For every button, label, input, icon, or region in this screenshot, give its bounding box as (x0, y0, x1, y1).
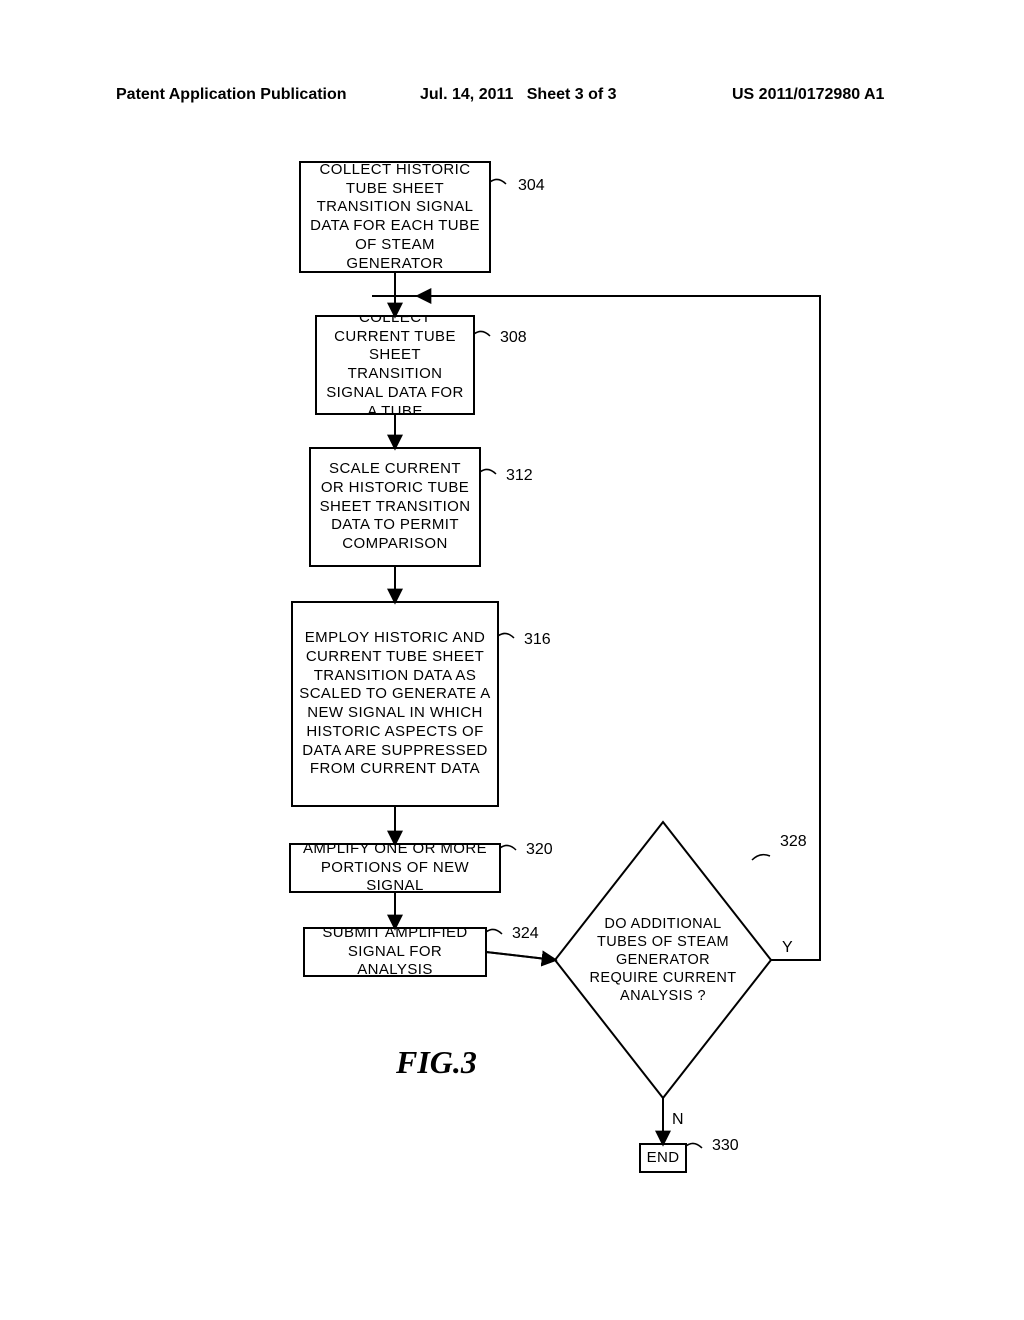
box-324: SUBMIT AMPLIFIED SIGNAL FOR ANALYSIS 324 (304, 925, 539, 976)
box-308: COLLECT CURRENT TUBE SHEET TRANSITION SI… (316, 316, 527, 414)
box-320-text: AMPLIFY ONE OR MORE PORTIONS OF NEW SIGN… (290, 844, 500, 892)
ref-304: 304 (518, 177, 545, 194)
flowchart-diagram: COLLECT HISTORIC TUBE SHEET TRANSITION S… (0, 0, 1024, 1320)
box-312: SCALE CURRENT OR HISTORIC TUBE SHEET TRA… (310, 448, 533, 566)
ref-312: 312 (506, 467, 533, 484)
arrow-324-to-diamond (486, 952, 555, 960)
box-316: EMPLOY HISTORIC AND CURRENT TUBE SHEET T… (292, 602, 551, 806)
box-330: END 330 (640, 1137, 739, 1172)
box-304: COLLECT HISTORIC TUBE SHEET TRANSITION S… (300, 162, 545, 272)
box-312-text: SCALE CURRENT OR HISTORIC TUBE SHEET TRA… (310, 448, 480, 566)
ref-320: 320 (526, 841, 553, 858)
box-330-text: END (640, 1144, 686, 1172)
ref-324: 324 (512, 925, 539, 942)
ref-330: 330 (712, 1137, 739, 1154)
ref-308: 308 (500, 329, 527, 346)
box-324-text: SUBMIT AMPLIFIED SIGNAL FOR ANALYSIS (304, 928, 486, 976)
decision-328: DO ADDITIONAL TUBES OF STEAM GENERATOR R… (555, 822, 807, 1098)
box-304-text: COLLECT HISTORIC TUBE SHEET TRANSITION S… (300, 162, 490, 272)
decision-328-text: DO ADDITIONAL TUBES OF STEAM GENERATOR R… (575, 870, 751, 1050)
box-320: AMPLIFY ONE OR MORE PORTIONS OF NEW SIGN… (290, 841, 553, 892)
box-308-text: COLLECT CURRENT TUBE SHEET TRANSITION SI… (316, 316, 474, 414)
box-316-text: EMPLOY HISTORIC AND CURRENT TUBE SHEET T… (292, 602, 498, 806)
label-y: Y (782, 939, 793, 956)
ref-316: 316 (524, 631, 551, 648)
ref-328: 328 (780, 833, 807, 850)
label-n: N (672, 1111, 684, 1128)
